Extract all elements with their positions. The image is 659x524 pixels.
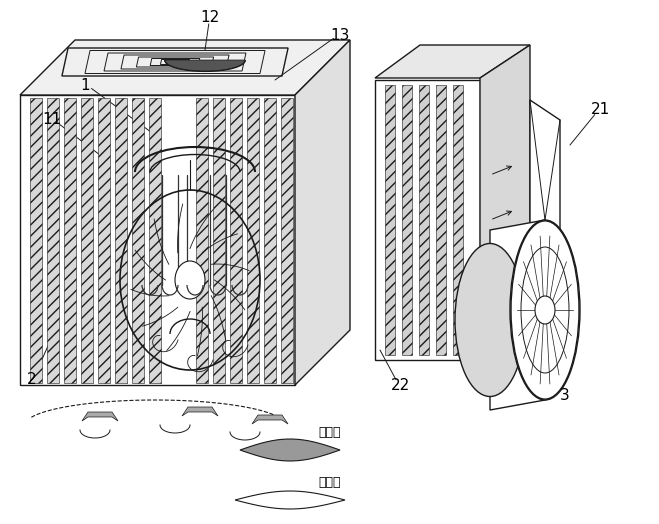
Text: 13: 13 bbox=[330, 27, 350, 42]
Polygon shape bbox=[530, 100, 560, 390]
Polygon shape bbox=[132, 98, 144, 383]
Polygon shape bbox=[385, 85, 395, 355]
Polygon shape bbox=[490, 220, 545, 410]
Polygon shape bbox=[480, 45, 530, 360]
Ellipse shape bbox=[510, 220, 580, 400]
Text: 3: 3 bbox=[560, 388, 570, 402]
Text: 11: 11 bbox=[42, 113, 62, 127]
Ellipse shape bbox=[455, 244, 525, 397]
Polygon shape bbox=[235, 491, 345, 509]
Text: 冷空气: 冷空气 bbox=[319, 475, 341, 488]
Polygon shape bbox=[247, 98, 259, 383]
Polygon shape bbox=[402, 85, 412, 355]
Polygon shape bbox=[453, 85, 463, 355]
Polygon shape bbox=[196, 98, 208, 383]
Polygon shape bbox=[419, 85, 429, 355]
Polygon shape bbox=[47, 98, 59, 383]
Polygon shape bbox=[149, 98, 161, 383]
Polygon shape bbox=[30, 98, 42, 383]
Ellipse shape bbox=[175, 261, 205, 299]
Polygon shape bbox=[240, 439, 340, 461]
Polygon shape bbox=[182, 407, 218, 416]
Polygon shape bbox=[20, 40, 350, 95]
Polygon shape bbox=[230, 98, 242, 383]
Polygon shape bbox=[375, 45, 530, 78]
Polygon shape bbox=[375, 80, 480, 360]
Polygon shape bbox=[98, 98, 110, 383]
Text: 22: 22 bbox=[390, 377, 410, 392]
Polygon shape bbox=[115, 98, 127, 383]
Text: 热空气: 热空气 bbox=[319, 425, 341, 439]
Ellipse shape bbox=[535, 296, 555, 324]
Text: 21: 21 bbox=[590, 103, 610, 117]
Text: 2: 2 bbox=[27, 373, 37, 388]
Text: 12: 12 bbox=[200, 10, 219, 26]
Polygon shape bbox=[81, 98, 93, 383]
Polygon shape bbox=[82, 412, 118, 421]
Polygon shape bbox=[436, 85, 446, 355]
Text: 1: 1 bbox=[80, 78, 90, 93]
Polygon shape bbox=[295, 40, 350, 385]
Polygon shape bbox=[64, 98, 76, 383]
Polygon shape bbox=[20, 95, 295, 385]
Polygon shape bbox=[165, 60, 245, 71]
Polygon shape bbox=[252, 415, 288, 424]
Polygon shape bbox=[213, 98, 225, 383]
Polygon shape bbox=[264, 98, 276, 383]
Polygon shape bbox=[281, 98, 293, 383]
